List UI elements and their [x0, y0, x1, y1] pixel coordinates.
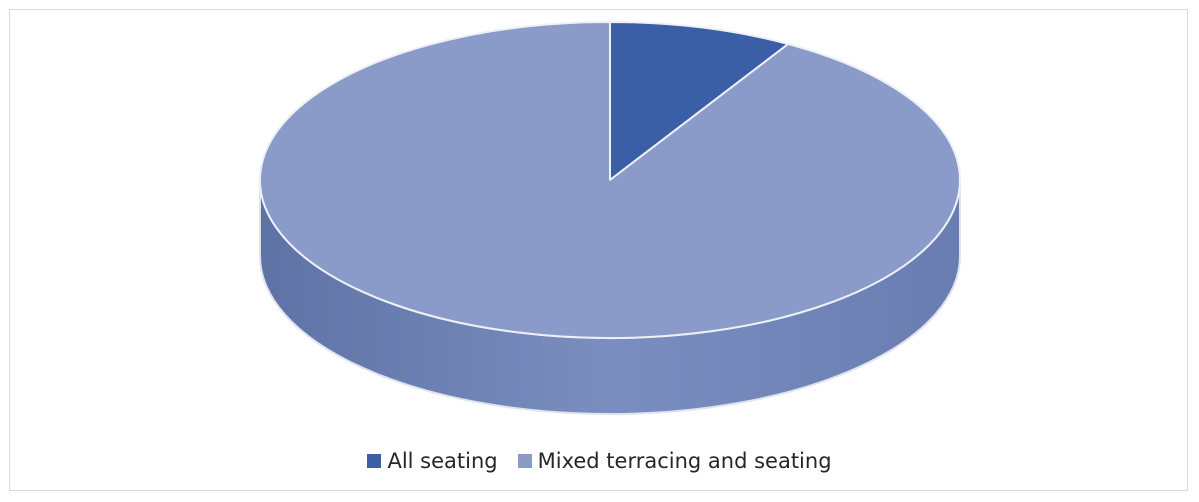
legend-swatch-mixed-terracing	[517, 454, 532, 468]
legend-label-all-seating: All seating	[387, 449, 498, 473]
legend-item-all-seating: All seating	[367, 449, 498, 473]
legend: All seating Mixed terracing and seating	[0, 449, 1199, 473]
legend-item-mixed-terracing: Mixed terracing and seating	[517, 449, 832, 473]
pie-slice-all-seating	[609, 21, 790, 181]
pie-slice-mixed-terracing-and-seating	[259, 21, 961, 339]
legend-label-mixed-terracing: Mixed terracing and seating	[537, 449, 832, 473]
legend-swatch-all-seating	[367, 454, 382, 468]
